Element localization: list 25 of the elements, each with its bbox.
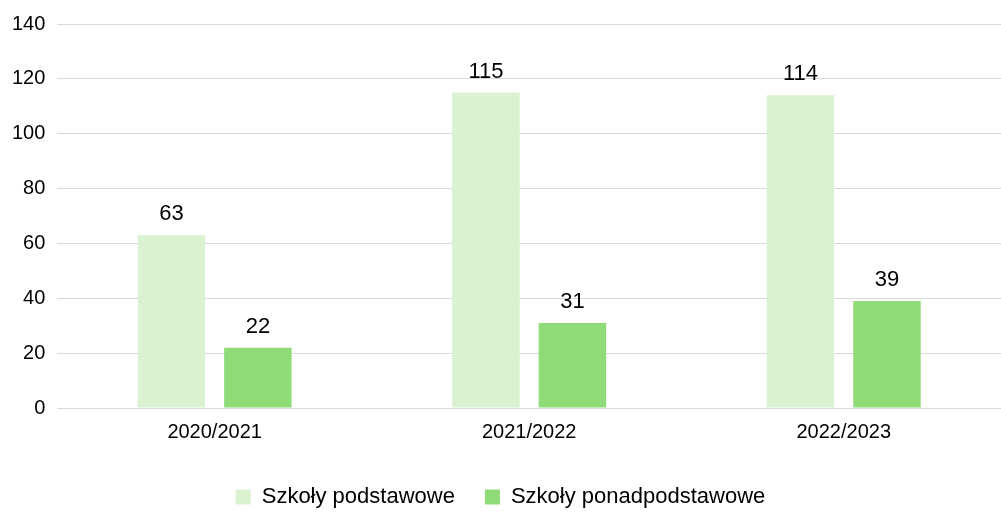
data-label: 115 xyxy=(468,57,504,83)
data-label: 39 xyxy=(874,266,900,292)
legend-label: Szkoły podstawowe xyxy=(261,483,455,509)
y-tick-label: 100 xyxy=(11,121,46,144)
y-tick-label: 120 xyxy=(11,66,46,89)
y-tick-label: 20 xyxy=(23,340,46,363)
y-tick-label: 40 xyxy=(23,285,46,308)
y-tick-label: 60 xyxy=(23,230,46,253)
bar xyxy=(766,95,835,408)
bar xyxy=(538,322,607,408)
y-tick-label: 80 xyxy=(23,176,46,199)
x-tick-label: 2022/2023 xyxy=(796,419,891,442)
data-label: 63 xyxy=(159,200,184,226)
y-tick-label: 0 xyxy=(34,395,46,418)
legend-label: Szkoły ponadpodstawowe xyxy=(510,483,766,509)
data-label: 31 xyxy=(560,288,585,314)
x-tick-label: 2021/2022 xyxy=(481,419,577,442)
y-tick-label: 140 xyxy=(11,11,46,34)
data-label: 22 xyxy=(245,312,271,338)
bar xyxy=(853,301,921,408)
bar xyxy=(224,347,292,408)
bar xyxy=(137,235,206,408)
bar xyxy=(452,92,520,408)
data-label: 114 xyxy=(782,60,819,86)
x-tick-label: 2020/2021 xyxy=(167,419,262,442)
